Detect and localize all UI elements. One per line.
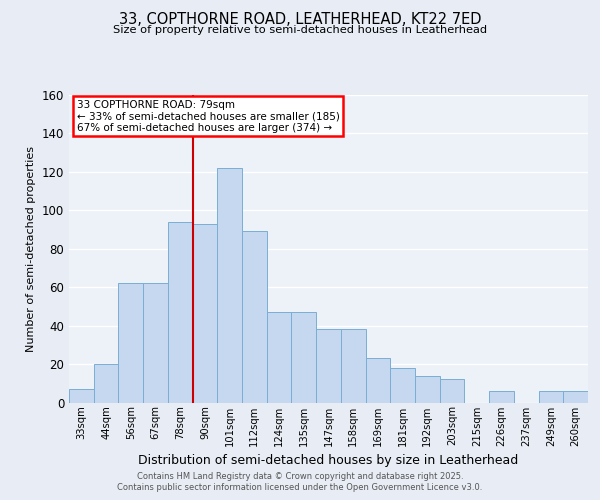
Bar (168, 222, 193, 402)
Bar (94, 364, 118, 403)
Bar (316, 330, 341, 402)
Bar (390, 368, 415, 402)
Bar (267, 312, 292, 402)
Bar (341, 330, 365, 402)
Text: 33, COPTHORNE ROAD, LEATHERHEAD, KT22 7ED: 33, COPTHORNE ROAD, LEATHERHEAD, KT22 7E… (119, 12, 481, 28)
Bar (563, 391, 588, 402)
Bar (292, 312, 316, 402)
Text: 33 COPTHORNE ROAD: 79sqm
← 33% of semi-detached houses are smaller (185)
67% of : 33 COPTHORNE ROAD: 79sqm ← 33% of semi-d… (77, 100, 340, 133)
Bar (118, 284, 143, 403)
Bar (143, 284, 168, 403)
Bar (489, 391, 514, 402)
Bar (539, 391, 563, 402)
Text: Contains HM Land Registry data © Crown copyright and database right 2025.: Contains HM Land Registry data © Crown c… (137, 472, 463, 481)
Text: Size of property relative to semi-detached houses in Leatherhead: Size of property relative to semi-detach… (113, 25, 487, 35)
Bar (365, 358, 390, 403)
Bar (415, 376, 440, 402)
Bar (193, 224, 217, 402)
Y-axis label: Number of semi-detached properties: Number of semi-detached properties (26, 146, 36, 352)
Bar (440, 380, 464, 402)
Text: Contains public sector information licensed under the Open Government Licence v3: Contains public sector information licen… (118, 484, 482, 492)
Bar (217, 168, 242, 402)
Bar (242, 232, 267, 402)
Bar (69, 389, 94, 402)
X-axis label: Distribution of semi-detached houses by size in Leatherhead: Distribution of semi-detached houses by … (139, 454, 518, 467)
